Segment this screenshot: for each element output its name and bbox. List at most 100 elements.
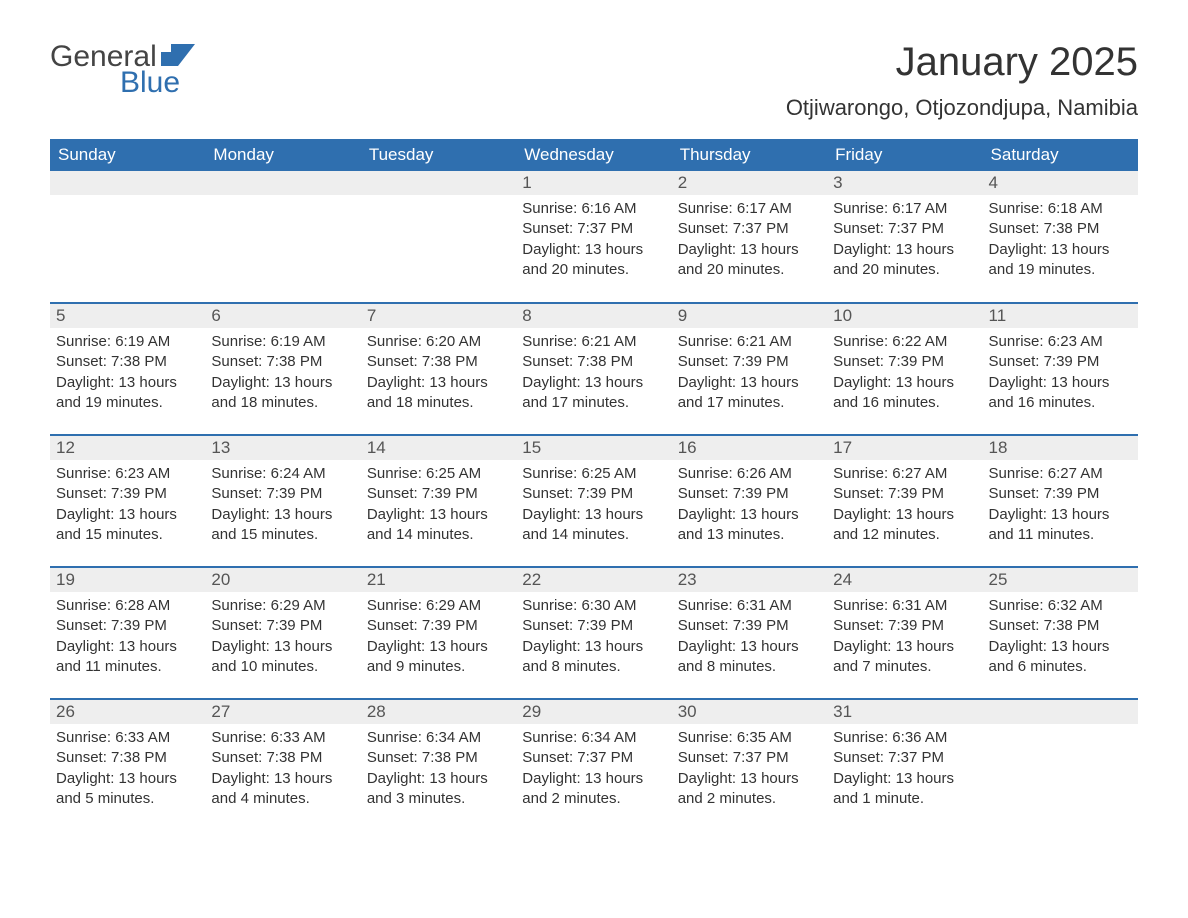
daylight-text: Daylight: 13 hours and 15 minutes. [56, 505, 199, 546]
daylight-text: Daylight: 13 hours and 14 minutes. [367, 505, 510, 546]
day-details: Sunrise: 6:20 AMSunset: 7:38 PMDaylight:… [361, 328, 516, 421]
day-details: Sunrise: 6:24 AMSunset: 7:39 PMDaylight:… [205, 460, 360, 553]
calendar-day-cell: 13Sunrise: 6:24 AMSunset: 7:39 PMDayligh… [205, 435, 360, 567]
sunrise-text: Sunrise: 6:27 AM [833, 464, 976, 484]
calendar-day-cell: 8Sunrise: 6:21 AMSunset: 7:38 PMDaylight… [516, 303, 671, 435]
calendar-day-cell: 4Sunrise: 6:18 AMSunset: 7:38 PMDaylight… [983, 171, 1138, 303]
daylight-text: Daylight: 13 hours and 10 minutes. [211, 637, 354, 678]
daylight-text: Daylight: 13 hours and 9 minutes. [367, 637, 510, 678]
calendar-day-cell: 28Sunrise: 6:34 AMSunset: 7:38 PMDayligh… [361, 699, 516, 831]
daylight-text: Daylight: 13 hours and 1 minute. [833, 769, 976, 810]
sunset-text: Sunset: 7:38 PM [367, 352, 510, 372]
sunset-text: Sunset: 7:38 PM [211, 352, 354, 372]
sunset-text: Sunset: 7:39 PM [211, 616, 354, 636]
sunrise-text: Sunrise: 6:27 AM [989, 464, 1132, 484]
sunset-text: Sunset: 7:39 PM [522, 484, 665, 504]
day-number [50, 171, 205, 195]
sunset-text: Sunset: 7:39 PM [678, 616, 821, 636]
daylight-text: Daylight: 13 hours and 16 minutes. [833, 373, 976, 414]
daylight-text: Daylight: 13 hours and 15 minutes. [211, 505, 354, 546]
sunset-text: Sunset: 7:38 PM [522, 352, 665, 372]
brand-logo: General Blue [50, 40, 195, 100]
day-details: Sunrise: 6:27 AMSunset: 7:39 PMDaylight:… [827, 460, 982, 553]
day-details: Sunrise: 6:19 AMSunset: 7:38 PMDaylight:… [205, 328, 360, 421]
daylight-text: Daylight: 13 hours and 17 minutes. [522, 373, 665, 414]
daylight-text: Daylight: 13 hours and 12 minutes. [833, 505, 976, 546]
daylight-text: Daylight: 13 hours and 3 minutes. [367, 769, 510, 810]
sunrise-text: Sunrise: 6:35 AM [678, 728, 821, 748]
day-details: Sunrise: 6:30 AMSunset: 7:39 PMDaylight:… [516, 592, 671, 685]
weekday-header: Tuesday [361, 139, 516, 171]
calendar-week-row: 5Sunrise: 6:19 AMSunset: 7:38 PMDaylight… [50, 303, 1138, 435]
daylight-text: Daylight: 13 hours and 20 minutes. [678, 240, 821, 281]
sunrise-text: Sunrise: 6:18 AM [989, 199, 1132, 219]
day-number: 17 [827, 436, 982, 460]
sunrise-text: Sunrise: 6:33 AM [211, 728, 354, 748]
day-details: Sunrise: 6:16 AMSunset: 7:37 PMDaylight:… [516, 195, 671, 288]
day-details: Sunrise: 6:21 AMSunset: 7:38 PMDaylight:… [516, 328, 671, 421]
sunrise-text: Sunrise: 6:31 AM [678, 596, 821, 616]
calendar-day-cell [983, 699, 1138, 831]
weekday-header: Sunday [50, 139, 205, 171]
sunrise-text: Sunrise: 6:17 AM [833, 199, 976, 219]
day-number: 31 [827, 700, 982, 724]
sunset-text: Sunset: 7:38 PM [56, 352, 199, 372]
day-number: 20 [205, 568, 360, 592]
daylight-text: Daylight: 13 hours and 2 minutes. [522, 769, 665, 810]
sunrise-text: Sunrise: 6:20 AM [367, 332, 510, 352]
sunrise-text: Sunrise: 6:34 AM [367, 728, 510, 748]
daylight-text: Daylight: 13 hours and 8 minutes. [678, 637, 821, 678]
daylight-text: Daylight: 13 hours and 5 minutes. [56, 769, 199, 810]
calendar-header-row: SundayMondayTuesdayWednesdayThursdayFrid… [50, 139, 1138, 171]
header: General Blue January 2025 Otjiwarongo, O… [50, 40, 1138, 121]
day-number: 11 [983, 304, 1138, 328]
sunrise-text: Sunrise: 6:25 AM [522, 464, 665, 484]
calendar-week-row: 19Sunrise: 6:28 AMSunset: 7:39 PMDayligh… [50, 567, 1138, 699]
calendar-day-cell: 14Sunrise: 6:25 AMSunset: 7:39 PMDayligh… [361, 435, 516, 567]
sunrise-text: Sunrise: 6:32 AM [989, 596, 1132, 616]
daylight-text: Daylight: 13 hours and 17 minutes. [678, 373, 821, 414]
calendar-day-cell: 10Sunrise: 6:22 AMSunset: 7:39 PMDayligh… [827, 303, 982, 435]
weekday-header: Wednesday [516, 139, 671, 171]
day-number: 30 [672, 700, 827, 724]
day-details [983, 724, 1138, 736]
daylight-text: Daylight: 13 hours and 13 minutes. [678, 505, 821, 546]
daylight-text: Daylight: 13 hours and 20 minutes. [833, 240, 976, 281]
day-number: 8 [516, 304, 671, 328]
calendar-day-cell: 3Sunrise: 6:17 AMSunset: 7:37 PMDaylight… [827, 171, 982, 303]
day-number: 25 [983, 568, 1138, 592]
daylight-text: Daylight: 13 hours and 11 minutes. [56, 637, 199, 678]
sunset-text: Sunset: 7:37 PM [678, 219, 821, 239]
weekday-header: Friday [827, 139, 982, 171]
day-details [50, 195, 205, 207]
day-number [983, 700, 1138, 724]
daylight-text: Daylight: 13 hours and 7 minutes. [833, 637, 976, 678]
sunset-text: Sunset: 7:38 PM [989, 219, 1132, 239]
day-number: 12 [50, 436, 205, 460]
calendar-day-cell: 6Sunrise: 6:19 AMSunset: 7:38 PMDaylight… [205, 303, 360, 435]
day-number [205, 171, 360, 195]
daylight-text: Daylight: 13 hours and 18 minutes. [211, 373, 354, 414]
day-number: 10 [827, 304, 982, 328]
daylight-text: Daylight: 13 hours and 16 minutes. [989, 373, 1132, 414]
day-number: 22 [516, 568, 671, 592]
title-block: January 2025 Otjiwarongo, Otjozondjupa, … [786, 40, 1138, 121]
day-details: Sunrise: 6:19 AMSunset: 7:38 PMDaylight:… [50, 328, 205, 421]
calendar-day-cell: 1Sunrise: 6:16 AMSunset: 7:37 PMDaylight… [516, 171, 671, 303]
calendar-week-row: 26Sunrise: 6:33 AMSunset: 7:38 PMDayligh… [50, 699, 1138, 831]
calendar-day-cell: 7Sunrise: 6:20 AMSunset: 7:38 PMDaylight… [361, 303, 516, 435]
calendar-body: 1Sunrise: 6:16 AMSunset: 7:37 PMDaylight… [50, 171, 1138, 831]
calendar-day-cell: 15Sunrise: 6:25 AMSunset: 7:39 PMDayligh… [516, 435, 671, 567]
day-number: 24 [827, 568, 982, 592]
sunrise-text: Sunrise: 6:29 AM [367, 596, 510, 616]
weekday-header: Monday [205, 139, 360, 171]
sunset-text: Sunset: 7:37 PM [833, 748, 976, 768]
sunrise-text: Sunrise: 6:23 AM [989, 332, 1132, 352]
day-details: Sunrise: 6:36 AMSunset: 7:37 PMDaylight:… [827, 724, 982, 817]
calendar-day-cell: 19Sunrise: 6:28 AMSunset: 7:39 PMDayligh… [50, 567, 205, 699]
day-number: 3 [827, 171, 982, 195]
day-details [361, 195, 516, 207]
sunset-text: Sunset: 7:38 PM [211, 748, 354, 768]
sunrise-text: Sunrise: 6:19 AM [56, 332, 199, 352]
sunrise-text: Sunrise: 6:28 AM [56, 596, 199, 616]
